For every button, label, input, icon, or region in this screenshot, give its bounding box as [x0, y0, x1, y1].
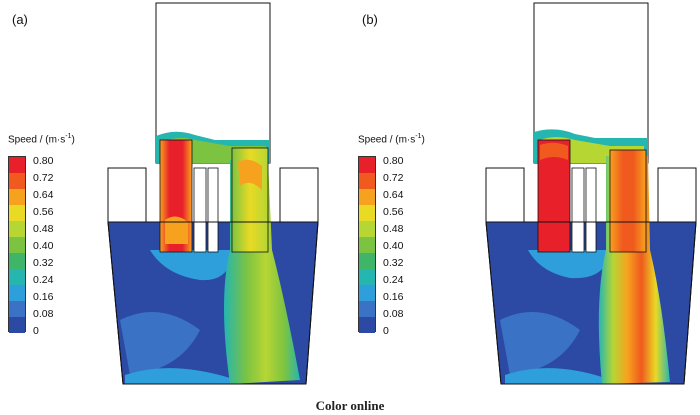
panel-label: (b) [362, 12, 378, 27]
flow-field-b [485, 2, 697, 385]
tick-label: 0.08 [33, 308, 54, 320]
color-scale-bar [358, 156, 376, 333]
tick-label: 0.48 [33, 223, 54, 235]
tick-label: 0.24 [33, 274, 54, 286]
tick-label: 0.40 [33, 240, 54, 252]
tick-label: 0.16 [33, 291, 54, 303]
panel-label: (a) [12, 12, 28, 27]
tick-label: 0.24 [383, 274, 404, 286]
tick-label: 0.56 [33, 206, 54, 218]
tick-label: 0.64 [33, 189, 54, 201]
legend-title: Speed / (m·s-1) [8, 133, 75, 146]
tick-label: 0.72 [383, 172, 404, 184]
tick-label: 0.08 [383, 308, 404, 320]
tick-label: 0 [383, 325, 389, 337]
tick-label: 0.80 [383, 155, 404, 167]
panel-b: (b) Speed / (m·s-1) 0.80 0.72 0.64 0.56 … [350, 0, 700, 395]
tick-label: 0.64 [383, 189, 404, 201]
tick-label: 0.32 [33, 257, 54, 269]
legend-title: Speed / (m·s-1) [358, 133, 425, 146]
tick-label: 0 [33, 325, 39, 337]
flow-field-a [107, 2, 319, 385]
tick-label: 0.56 [383, 206, 404, 218]
panel-a: (a) Speed / (m·s-1) 0.80 0.72 0.64 0.56 … [0, 0, 350, 395]
color-scale-bar [8, 156, 26, 333]
tick-label: 0.40 [383, 240, 404, 252]
figure-caption: Color online [315, 398, 385, 413]
tick-label: 0.80 [33, 155, 54, 167]
tick-label: 0.16 [383, 291, 404, 303]
tick-label: 0.72 [33, 172, 54, 184]
tick-label: 0.32 [383, 257, 404, 269]
tick-label: 0.48 [383, 223, 404, 235]
